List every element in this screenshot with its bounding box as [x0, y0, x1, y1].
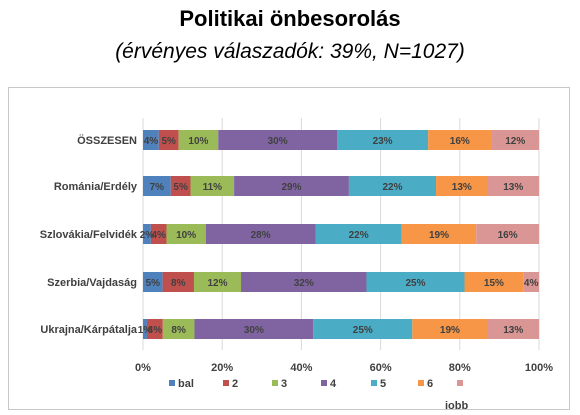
- bar-segment-4: [241, 272, 367, 292]
- x-tick-label: 80%: [449, 362, 471, 374]
- data-label: 23%: [373, 136, 393, 147]
- bar-segment-5: [348, 176, 437, 196]
- bar-segment-2: [150, 224, 167, 244]
- data-label: 16%: [450, 136, 470, 147]
- x-tick-label: 0%: [135, 362, 151, 374]
- bar-segment-6: [401, 224, 477, 244]
- data-label: 5%: [173, 182, 188, 193]
- category-label: Ukrajna/Kárpátalja: [40, 324, 137, 336]
- legend-swatch: [223, 380, 229, 386]
- data-label: 4%: [524, 278, 539, 289]
- data-label: 2%: [140, 230, 155, 241]
- data-label: 28%: [251, 230, 271, 241]
- data-label: 1%: [138, 325, 153, 336]
- bar-segment-3: [190, 176, 235, 196]
- data-label: 32%: [294, 278, 314, 289]
- data-label: 5%: [162, 136, 177, 147]
- legend-label: 6: [427, 378, 433, 390]
- bar-segment-bal: [143, 272, 163, 292]
- data-label: 12%: [505, 136, 525, 147]
- data-label: 30%: [244, 325, 264, 336]
- bar-segment-4: [194, 319, 314, 339]
- x-tick-label: 60%: [370, 362, 392, 374]
- bar-segment-2: [158, 130, 179, 150]
- bar-segment-iobb: [487, 176, 539, 196]
- bar-segment-5: [366, 272, 465, 292]
- x-tick-label: 40%: [290, 362, 312, 374]
- data-label: 22%: [382, 182, 402, 193]
- category-label: ÖSSZESEN: [77, 134, 137, 147]
- data-label: 10%: [188, 136, 208, 147]
- bar-segment-iobb: [491, 130, 539, 150]
- bar-segment-4: [218, 130, 338, 150]
- bar-segment-iobb: [476, 224, 539, 244]
- data-label: 15%: [484, 278, 504, 289]
- data-label: 4%: [144, 136, 159, 147]
- bar-segment-4: [205, 224, 316, 244]
- bar-segment-5: [313, 319, 413, 339]
- bar-segment-bal: [143, 319, 147, 339]
- chart-title: Politikai önbesorolás: [179, 6, 401, 31]
- bar-segment-2: [162, 272, 194, 292]
- bar-segment-bal: [143, 130, 159, 150]
- data-label: 8%: [171, 325, 186, 336]
- data-label: 11%: [203, 182, 223, 193]
- data-label: 19%: [429, 230, 449, 241]
- legend-swatch: [371, 380, 377, 386]
- data-label: 22%: [349, 230, 369, 241]
- data-label: 16%: [498, 230, 518, 241]
- bar-segment-bal: [143, 176, 171, 196]
- bar-segment-6: [436, 176, 488, 196]
- data-label: 12%: [207, 278, 227, 289]
- bar-segment-5: [337, 130, 429, 150]
- bar-segment-iobb: [523, 272, 539, 292]
- bar-segment-bal: [143, 224, 151, 244]
- bar-segment-6: [428, 130, 492, 150]
- data-label: 8%: [171, 278, 186, 289]
- bar-segment-6: [464, 272, 524, 292]
- bar-segment-iobb: [487, 319, 539, 339]
- data-label: 13%: [452, 182, 472, 193]
- bar-segment-5: [315, 224, 402, 244]
- category-label: Románia/Erdély: [54, 181, 138, 193]
- legend-swatch: [272, 380, 278, 386]
- chart-subtitle: (érvényes válaszadók: 39%, N=1027): [115, 40, 465, 63]
- data-label: 4%: [148, 325, 163, 336]
- x-tick-label: 20%: [211, 362, 233, 374]
- data-label: 25%: [353, 325, 373, 336]
- bar-segment-2: [170, 176, 191, 196]
- data-label: 25%: [405, 278, 425, 289]
- bar-segment-6: [412, 319, 488, 339]
- data-label: 19%: [440, 325, 460, 336]
- data-label: 5%: [146, 278, 161, 289]
- category-label: Szlovákia/Felvidék: [40, 229, 138, 241]
- legend-label: 5: [380, 378, 386, 390]
- bar-segment-3: [193, 272, 242, 292]
- bar-segment-2: [146, 319, 163, 339]
- bar-segment-3: [178, 130, 219, 150]
- legend-label: 2: [232, 378, 238, 390]
- legend-swatch: [457, 380, 463, 386]
- bar-segment-3: [162, 319, 195, 339]
- data-label: 13%: [503, 325, 523, 336]
- data-label: 10%: [176, 230, 196, 241]
- bar-segment-4: [234, 176, 349, 196]
- data-label: 29%: [281, 182, 301, 193]
- chart-frame: [8, 87, 570, 410]
- legend-swatch: [321, 380, 327, 386]
- legend-swatch: [418, 380, 424, 386]
- data-label: 7%: [150, 182, 165, 193]
- legend-label: iobb: [445, 400, 468, 412]
- data-label: 13%: [503, 182, 523, 193]
- x-tick-label: 100%: [525, 362, 553, 374]
- data-label: 30%: [268, 136, 288, 147]
- legend-label: 4: [330, 378, 337, 390]
- legend-swatch: [169, 380, 175, 386]
- legend-label: bal: [178, 378, 194, 390]
- data-label: 4%: [151, 230, 166, 241]
- bar-segment-3: [166, 224, 206, 244]
- legend-label: 3: [281, 378, 287, 390]
- category-label: Szerbia/Vajdaság: [47, 277, 137, 289]
